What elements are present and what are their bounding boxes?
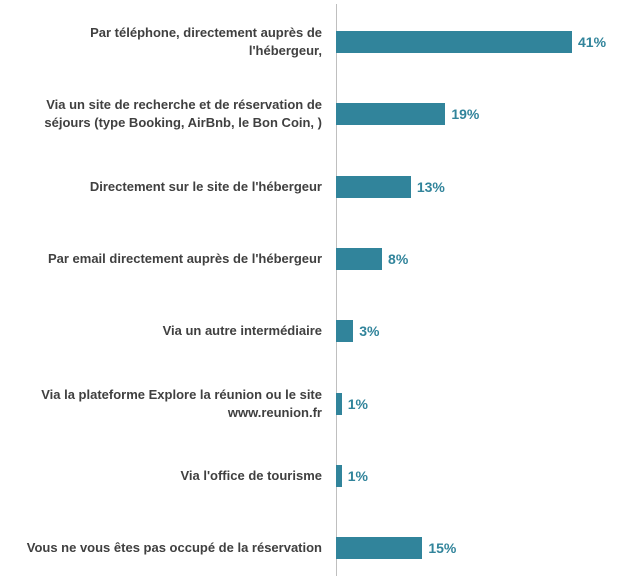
category-label: Via la plateforme Explore la réunion ou …	[41, 386, 322, 420]
bar	[336, 464, 342, 487]
value-label: 19%	[451, 106, 480, 123]
axis-line	[336, 4, 337, 576]
bar	[336, 537, 423, 560]
bar	[336, 320, 354, 343]
value-label: 8%	[388, 250, 409, 267]
bar	[336, 247, 383, 270]
bar	[336, 103, 446, 126]
value-label: 1%	[347, 395, 368, 412]
bar	[336, 175, 411, 198]
category-label: Directement sur le site de l'hébergeur	[89, 178, 322, 194]
category-label: Via un autre intermédiaire	[162, 323, 322, 339]
value-label: 13%	[416, 178, 445, 195]
category-label: Par téléphone, directement auprès de l'h…	[90, 25, 322, 58]
value-label: 15%	[428, 540, 457, 557]
value-label: 3%	[359, 323, 380, 340]
category-label: Vous ne vous êtes pas occupé de la réser…	[26, 540, 322, 556]
category-label: Via un site de recherche et de réservati…	[44, 97, 322, 131]
value-label: 41%	[578, 34, 607, 50]
bar	[336, 31, 572, 53]
category-label: Via l'office de tourisme	[180, 467, 322, 483]
bar	[336, 392, 342, 415]
value-label: 1%	[347, 467, 368, 484]
category-label: Par email directement auprès de l'héberg…	[47, 250, 322, 266]
